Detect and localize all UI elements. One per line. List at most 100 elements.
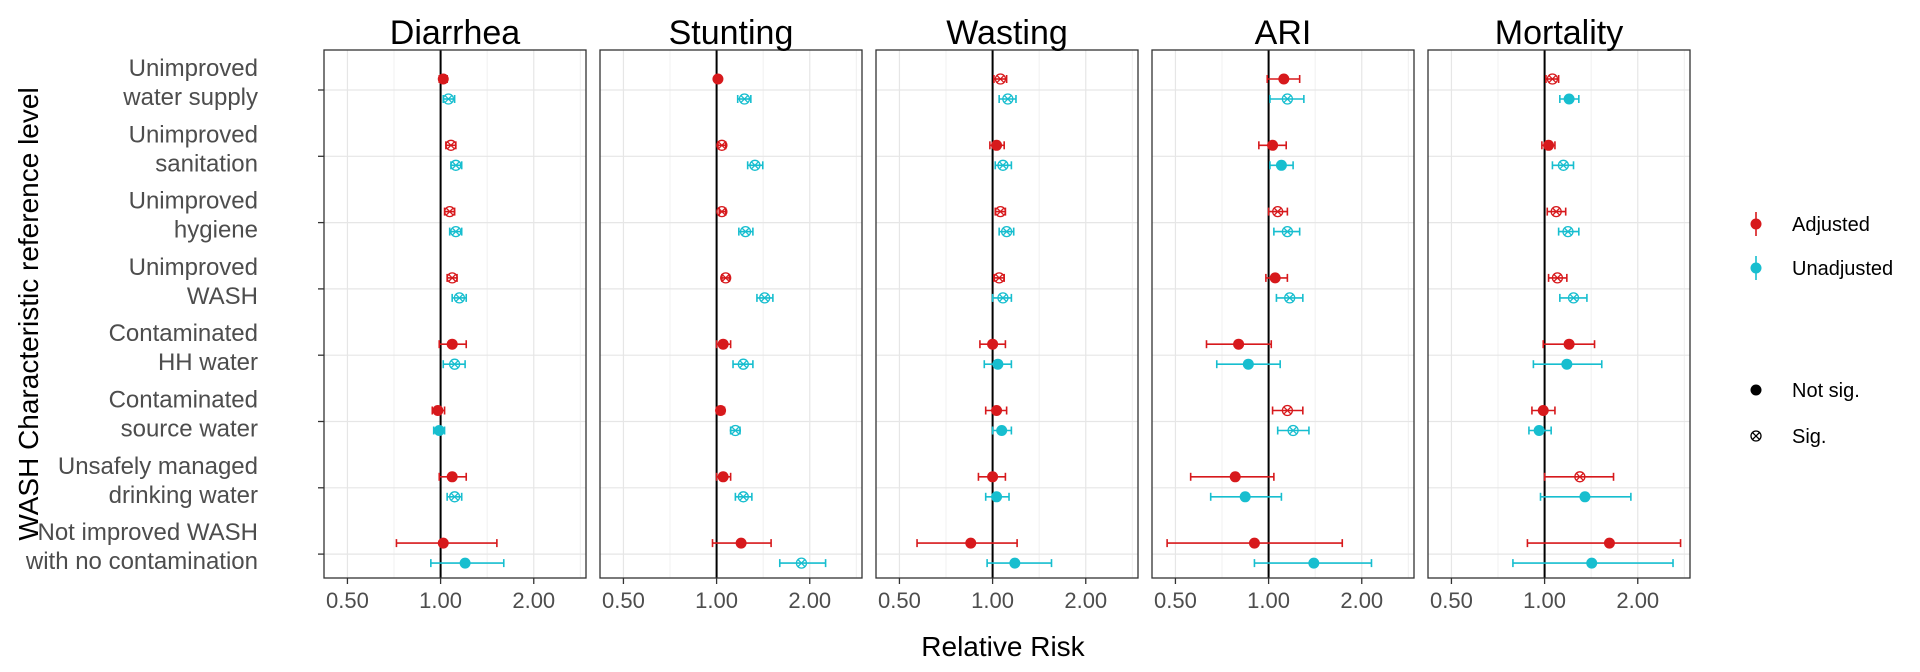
point-circle <box>716 139 728 151</box>
point-notsig-adjusted <box>1229 471 1241 483</box>
category-label-line2: sanitation <box>155 150 258 177</box>
x-tick-label: 2.00 <box>512 588 555 613</box>
point-sig-unadjusted <box>1281 93 1294 105</box>
point-cross <box>1283 227 1292 236</box>
legend-key-point <box>1750 218 1762 230</box>
point-sig-adjusted <box>1272 205 1284 218</box>
legend-label: Adjusted <box>1792 214 1870 236</box>
point-circle <box>1557 159 1570 171</box>
point-cross <box>1283 94 1292 104</box>
point-notsig-unadjusted <box>1563 93 1575 105</box>
x-tick-label: 2.00 <box>1064 588 1107 613</box>
point-circle <box>759 292 771 304</box>
point-notsig-unadjusted <box>996 425 1008 436</box>
point-sig-unadjusted <box>737 491 749 503</box>
point-notsig-adjusted <box>446 471 458 483</box>
panel-border <box>323 49 587 579</box>
point-circle <box>1272 205 1284 218</box>
point-sig-adjusted <box>993 272 1005 284</box>
point-notsig-adjusted <box>1267 139 1279 151</box>
point-sig-adjusted <box>445 139 457 151</box>
point-cross <box>717 207 726 216</box>
point-sig-unadjusted <box>795 557 808 569</box>
panel-background <box>324 50 586 578</box>
legend-label: Unadjusted <box>1792 258 1893 280</box>
category-label-line1: Unsafely managed <box>58 453 258 480</box>
panel-title: Diarrhea <box>390 14 520 52</box>
panel-border <box>1151 49 1415 579</box>
point-circle <box>737 491 749 503</box>
point-cross <box>455 293 464 302</box>
point-cross <box>445 207 454 216</box>
point-circle <box>1002 93 1014 105</box>
point-cross <box>721 273 730 282</box>
point-cross <box>741 227 750 236</box>
point-notsig-adjusted <box>437 537 449 549</box>
point-circle <box>737 358 749 370</box>
point-cross <box>1283 406 1292 415</box>
point-circle <box>448 491 461 503</box>
point-notsig-unadjusted <box>1533 425 1545 436</box>
x-tick-label: 0.50 <box>326 588 369 613</box>
point-circle <box>1546 73 1559 85</box>
point-notsig-adjusted <box>1233 338 1245 350</box>
category-label-line1: Unimproved <box>129 55 258 82</box>
panel-title: ARI <box>1255 14 1312 52</box>
point-cross <box>996 74 1005 84</box>
x-tick-label: 2.00 <box>1340 588 1383 613</box>
point-circle <box>1550 205 1562 218</box>
point-cross <box>448 273 457 282</box>
category-label-line1: Unimproved <box>129 254 258 281</box>
point-circle <box>445 139 457 151</box>
point-notsig-unadjusted <box>1239 491 1251 503</box>
point-sig-adjusted <box>1546 73 1559 85</box>
point-notsig-adjusted <box>735 537 747 549</box>
point-circle <box>1281 404 1294 417</box>
legend-key-xcircle <box>1751 431 1761 441</box>
point-notsig-unadjusted <box>433 425 445 436</box>
panel-background <box>600 50 862 578</box>
point-cross <box>797 559 806 568</box>
point-cross <box>1289 426 1298 435</box>
point-sig-adjusted <box>1550 205 1562 218</box>
legend: Adjusted Unadjusted Not sig. Sig. <box>1750 212 1893 448</box>
point-cross <box>717 141 726 150</box>
point-notsig-adjusted <box>437 73 449 85</box>
panel-title: Mortality <box>1495 14 1623 52</box>
point-circle <box>729 424 742 437</box>
y-axis-title: WASH Characteristic reference level <box>13 87 44 540</box>
point-cross <box>998 161 1008 170</box>
legend-label: Not sig. <box>1792 380 1860 402</box>
point-notsig-adjusted <box>717 338 729 350</box>
point-circle <box>1000 225 1013 238</box>
x-tick-label: 0.50 <box>1154 588 1197 613</box>
point-sig-adjusted <box>446 272 458 284</box>
point-circle <box>997 159 1009 171</box>
point-cross <box>998 293 1008 302</box>
x-tick-label: 1.00 <box>695 588 738 613</box>
point-sig-adjusted <box>994 73 1007 85</box>
point-circle <box>450 159 462 171</box>
point-circle <box>1567 292 1580 304</box>
point-notsig-adjusted <box>1278 73 1290 85</box>
panel-wasting: Wasting 0.50 1.00 2.00 <box>875 14 1139 613</box>
point-cross <box>731 426 740 435</box>
point-cross <box>995 273 1004 282</box>
category-label-line2: hygiene <box>174 217 258 244</box>
point-sig-unadjusted <box>759 292 771 304</box>
point-sig-adjusted <box>720 272 732 284</box>
point-notsig-unadjusted <box>1242 358 1254 370</box>
x-axis-title: Relative Risk <box>921 631 1085 662</box>
x-tick-label: 1.00 <box>1247 588 1290 613</box>
point-notsig-adjusted <box>1603 537 1615 549</box>
legend-key-xcircle <box>1750 430 1762 442</box>
category-label-line2: drinking water <box>109 482 258 509</box>
x-tick-label: 0.50 <box>878 588 921 613</box>
point-sig-unadjusted <box>738 93 751 105</box>
point-notsig-unadjusted <box>1308 557 1320 569</box>
category-label-line2: with no contamination <box>25 548 258 575</box>
point-cross <box>450 492 459 501</box>
point-sig-unadjusted <box>1567 292 1580 304</box>
point-notsig-adjusted <box>987 338 999 350</box>
panel-title: Stunting <box>669 14 794 52</box>
